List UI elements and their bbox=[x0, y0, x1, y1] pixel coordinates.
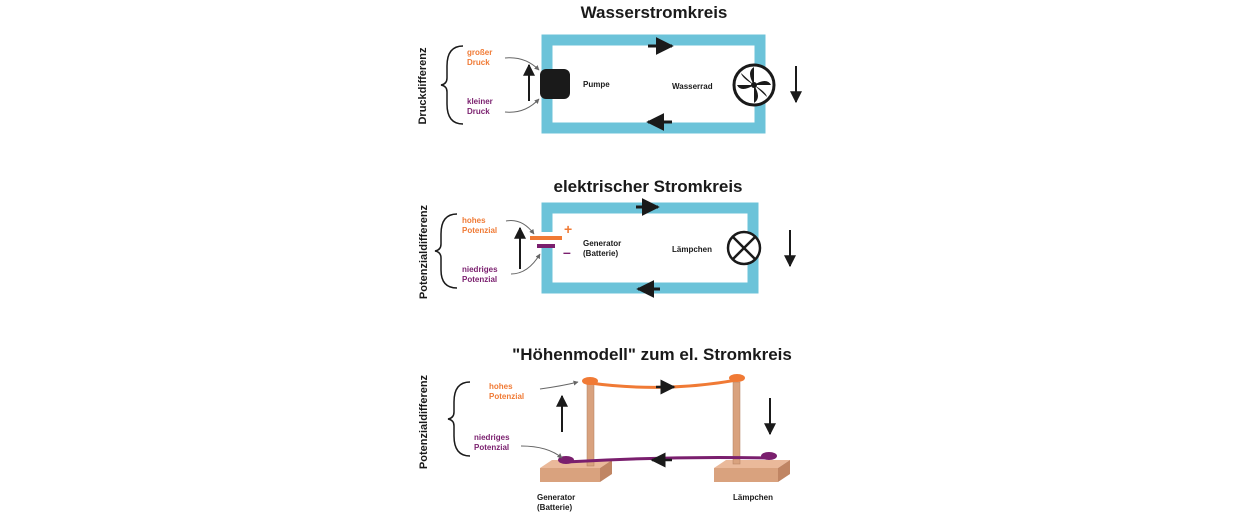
high-potential-label-2: Potenzial bbox=[462, 226, 497, 235]
low-potential-label-2: Potenzial bbox=[462, 275, 497, 284]
high-pressure-label-1: großer bbox=[467, 48, 492, 57]
generator-label-2: (Batterie) bbox=[537, 503, 572, 512]
high-potential-label-1: hohes bbox=[462, 216, 486, 225]
battery-icon bbox=[530, 232, 567, 248]
low-potential-label-1: niedriges bbox=[462, 265, 498, 274]
brace-icon bbox=[447, 381, 471, 457]
pointer-arrow-icon bbox=[539, 380, 579, 390]
low-potential-label-1: niedriges bbox=[474, 433, 510, 442]
generator-label-2: (Batterie) bbox=[583, 249, 618, 258]
height-model-title: "Höhenmodell" zum el. Stromkreis bbox=[512, 345, 792, 364]
post-right bbox=[732, 381, 741, 465]
wire-loop bbox=[541, 202, 759, 294]
plus-sign: + bbox=[564, 221, 572, 237]
water-wheel-label: Wasserrad bbox=[672, 82, 713, 91]
height-model: "Höhenmodell" zum el. Stromkreis bbox=[418, 345, 792, 512]
base-block-right bbox=[714, 460, 790, 482]
generator-label-1: Generator bbox=[537, 493, 575, 502]
pump-icon bbox=[540, 69, 570, 99]
pointer-arrow-icon bbox=[504, 57, 540, 71]
generator-label-1: Generator bbox=[583, 239, 621, 248]
lamp-label: Lämpchen bbox=[733, 493, 773, 502]
water-pipe-loop bbox=[541, 34, 766, 134]
brace-icon bbox=[440, 45, 464, 125]
low-pressure-label-1: kleiner bbox=[467, 97, 493, 106]
pressure-difference-label: Druckdifferenz bbox=[417, 47, 429, 125]
electric-circuit: elektrischer Stromkreis + – Generator (B… bbox=[418, 177, 796, 299]
lamp-label: Lämpchen bbox=[672, 245, 712, 254]
base-block-left bbox=[540, 460, 612, 482]
electric-circuit-title: elektrischer Stromkreis bbox=[554, 177, 743, 196]
water-circuit: Wasserstromkreis Pumpe Wasserrad großer … bbox=[417, 3, 802, 134]
pump-label: Pumpe bbox=[583, 80, 610, 89]
low-terminal-right bbox=[761, 452, 777, 460]
low-pressure-label-2: Druck bbox=[467, 107, 490, 116]
potential-difference-label: Potenzialdifferenz bbox=[418, 204, 430, 299]
high-pressure-label-2: Druck bbox=[467, 58, 490, 67]
high-terminal-right bbox=[729, 374, 745, 382]
water-circuit-title: Wasserstromkreis bbox=[581, 3, 728, 22]
pointer-arrow-icon bbox=[510, 253, 541, 275]
low-wire bbox=[565, 456, 770, 464]
potential-difference-label: Potenzialdifferenz bbox=[418, 374, 430, 469]
water-wheel-icon bbox=[732, 63, 776, 107]
high-potential-label-1: hohes bbox=[489, 382, 513, 391]
minus-sign: – bbox=[563, 244, 571, 260]
lamp-icon bbox=[726, 230, 762, 266]
brace-icon bbox=[434, 213, 458, 289]
high-terminal-left bbox=[582, 377, 598, 385]
high-potential-label-2: Potenzial bbox=[489, 392, 524, 401]
pointer-arrow-icon bbox=[520, 445, 563, 459]
post-left bbox=[586, 383, 595, 467]
low-potential-label-2: Potenzial bbox=[474, 443, 509, 452]
pointer-arrow-icon bbox=[504, 98, 540, 113]
pointer-arrow-icon bbox=[505, 220, 535, 235]
